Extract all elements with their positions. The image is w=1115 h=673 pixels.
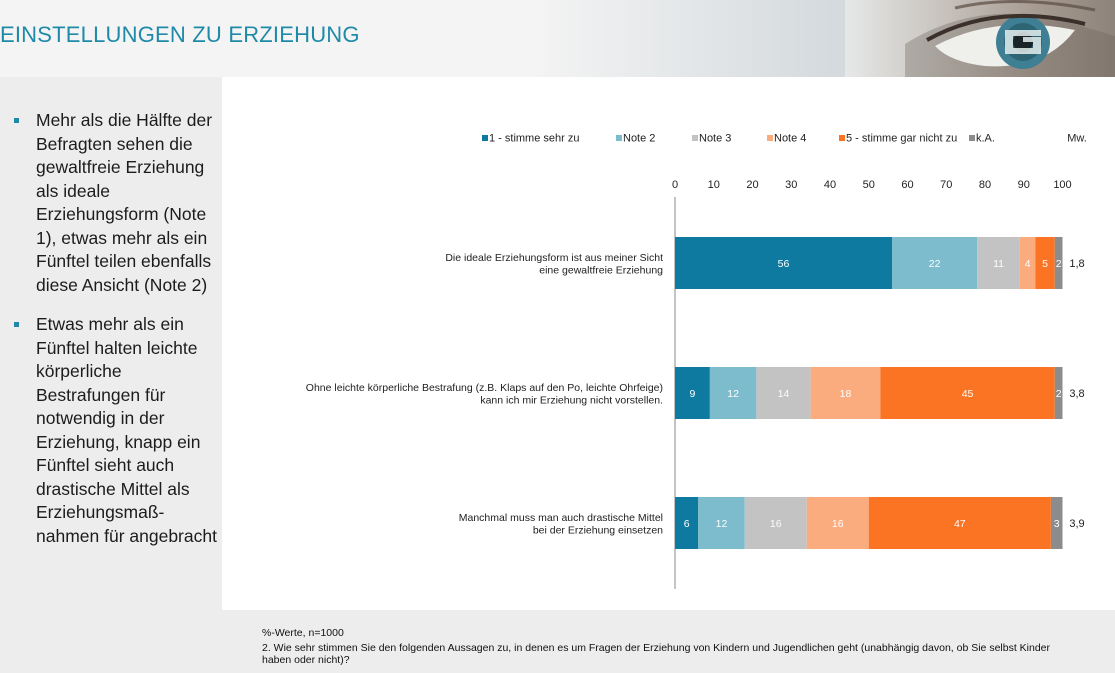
- mean-header: Mw.: [1067, 133, 1087, 145]
- bar-segment: [744, 497, 807, 549]
- x-tick-label: 100: [1053, 179, 1071, 191]
- summary-panel: [0, 77, 222, 673]
- footer-notes: %-Werte, n=1000 2. Wie sehr stimmen Sie …: [262, 627, 1062, 667]
- header-banner: EINSTELLUNGEN ZU ERZIEHUNG: [0, 0, 1115, 77]
- bar-value-label: 2: [1056, 388, 1062, 400]
- bar-value-label: 56: [778, 258, 790, 270]
- bar-value-label: 47: [954, 518, 966, 530]
- bar-segment: [675, 367, 710, 419]
- bullet-text: Mehr als die Hälfte der Befragten sehen …: [36, 110, 213, 295]
- legend-label: Note 2: [623, 133, 655, 145]
- bar-segment: [1054, 237, 1063, 289]
- chart-panel: 1 - stimme sehr zu Note 2 Note 3 Note 4 5 - …: [222, 77, 1115, 610]
- x-tick-label: 0: [672, 179, 678, 191]
- header-swoosh: [530, 0, 870, 77]
- bullet-item: Mehr als die Hälfte der Befragten sehen …: [14, 109, 219, 297]
- x-tick-label: 50: [863, 179, 875, 191]
- bar-segment: [892, 237, 978, 289]
- x-tick-label: 90: [1018, 179, 1030, 191]
- bar-value-label: 12: [727, 388, 739, 400]
- x-tick-label: 40: [824, 179, 836, 191]
- bar-segment: [1050, 497, 1063, 549]
- bar-segment: [880, 367, 1055, 419]
- legend-swatch: [969, 135, 975, 141]
- x-tick-label: 60: [901, 179, 913, 191]
- bullet-item: Etwas mehr als ein Fünftel halten leicht…: [14, 313, 219, 548]
- x-tick-label: 10: [708, 179, 720, 191]
- bar-value-label: 16: [832, 518, 844, 530]
- legend-swatch: [482, 135, 488, 141]
- bullet-text: Etwas mehr als ein Fünftel halten leicht…: [36, 314, 217, 546]
- bar-segment: [756, 367, 811, 419]
- bar-segment: [709, 367, 757, 419]
- bar-value-label: 22: [929, 258, 941, 270]
- bullet-marker: [14, 118, 19, 123]
- bar-segment: [977, 237, 1020, 289]
- eye-image: [845, 0, 1115, 77]
- x-tick-label: 30: [785, 179, 797, 191]
- stacked-bar-chart: 1 - stimme sehr zu Note 2 Note 3 Note 4 5 - …: [306, 133, 1087, 589]
- question-text: 2. Wie sehr stimmen Sie den folgenden Au…: [262, 641, 1051, 667]
- legend-label: 1 - stimme sehr zu: [489, 133, 579, 145]
- eye-illustration: [905, 0, 1115, 77]
- category-label: eine gewaltfreie Erziehung: [539, 265, 663, 277]
- bar-value-label: 45: [962, 388, 974, 400]
- bullet-marker: [14, 322, 19, 327]
- bar-segment: [868, 497, 1051, 549]
- legend-label: k.A.: [976, 133, 995, 145]
- category-label: Ohne leichte körperliche Bestrafung (z.B…: [306, 382, 663, 394]
- bar-value-label: 14: [778, 388, 790, 400]
- bar-value-label: 6: [684, 518, 690, 530]
- category-label: bei der Erziehung einsetzen: [533, 525, 663, 537]
- mean-value: 3,8: [1069, 388, 1084, 400]
- bar-value-label: 16: [770, 518, 782, 530]
- sample-note: %-Werte, n=1000: [262, 627, 344, 639]
- x-tick-label: 80: [979, 179, 991, 191]
- legend-swatch: [839, 135, 845, 141]
- mean-value: 3,9: [1069, 518, 1084, 530]
- bar-segment: [675, 497, 699, 549]
- category-label: Die ideale Erziehungsform ist aus meiner…: [445, 252, 663, 264]
- bar-value-label: 2: [1056, 258, 1062, 270]
- bar-segment: [806, 497, 869, 549]
- bar-value-label: 12: [716, 518, 728, 530]
- bar-segment: [810, 367, 881, 419]
- legend-swatch: [616, 135, 622, 141]
- bar-segment: [1019, 237, 1036, 289]
- bar-value-label: 4: [1025, 258, 1031, 270]
- x-tick-label: 20: [746, 179, 758, 191]
- legend-label: Note 3: [699, 133, 731, 145]
- legend-swatch: [767, 135, 773, 141]
- category-label: Manchmal muss man auch drastische Mittel: [459, 512, 663, 524]
- bar-segment: [1035, 237, 1055, 289]
- mean-value: 1,8: [1069, 258, 1084, 270]
- bar-segment: [1054, 367, 1063, 419]
- legend-label: 5 - stimme gar nicht zu: [846, 133, 957, 145]
- bar-value-label: 18: [840, 388, 852, 400]
- bar-segment: [698, 497, 745, 549]
- x-tick-label: 70: [940, 179, 952, 191]
- bar-value-label: 3: [1054, 518, 1060, 530]
- page-title: EINSTELLUNGEN ZU ERZIEHUNG: [0, 22, 360, 47]
- category-label: kann ich mir Erziehung nicht vorstellen.: [480, 395, 663, 407]
- summary-bullets: Mehr als die Hälfte der Befragten sehen …: [14, 109, 219, 564]
- bar-segment: [675, 237, 892, 289]
- bar-value-label: 5: [1042, 258, 1048, 270]
- legend-label: Note 4: [774, 133, 806, 145]
- legend-swatch: [692, 135, 698, 141]
- bar-value-label: 9: [690, 388, 696, 400]
- bar-value-label: 11: [993, 258, 1004, 270]
